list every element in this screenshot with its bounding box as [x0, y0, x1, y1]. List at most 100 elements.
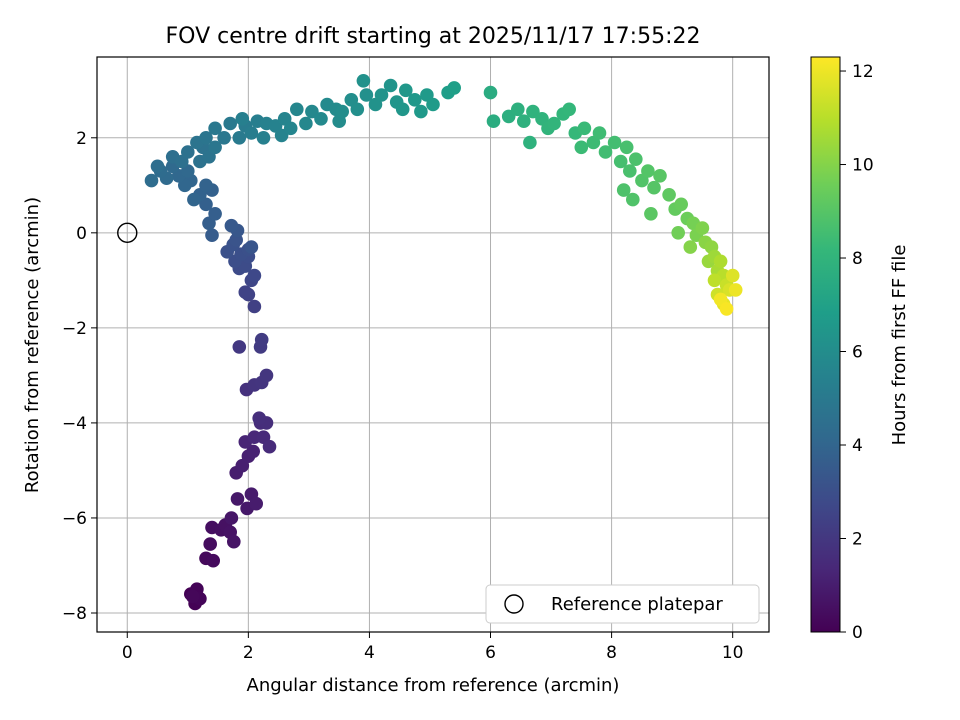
x-tick-label: 6: [485, 643, 496, 663]
data-point: [395, 102, 410, 117]
x-axis-label: Angular distance from reference (arcmin): [247, 675, 620, 696]
data-point: [671, 226, 685, 240]
data-point: [592, 126, 607, 140]
data-point: [224, 511, 239, 525]
data-point: [187, 192, 201, 207]
colorbar-tick-label: 4: [852, 436, 863, 456]
data-point: [674, 197, 688, 212]
x-tick-label: 0: [122, 643, 133, 663]
y-tick-label: −4: [62, 414, 87, 434]
data-points: [144, 74, 743, 611]
legend-label: Reference platepar: [551, 594, 723, 615]
data-point: [356, 74, 371, 88]
data-point: [205, 228, 219, 242]
data-point: [374, 88, 389, 102]
data-point: [647, 180, 661, 195]
data-point: [577, 121, 592, 136]
plot-area-frame: [96, 56, 770, 633]
reference-marker-layer: [117, 222, 138, 244]
data-point: [290, 102, 304, 117]
data-point: [613, 154, 628, 169]
data-point: [235, 112, 250, 126]
legend: Reference platepar: [485, 584, 760, 624]
data-point: [447, 81, 462, 95]
data-point: [227, 534, 241, 549]
data-point: [247, 268, 262, 283]
data-point: [247, 299, 262, 314]
data-point: [217, 131, 231, 145]
colorbar-tick-label: 10: [852, 156, 874, 176]
data-point: [246, 444, 260, 459]
data-point: [262, 439, 277, 454]
colorbar-tick-label: 2: [852, 530, 863, 550]
data-point: [232, 340, 247, 354]
data-point: [408, 93, 422, 107]
data-point: [150, 159, 165, 174]
y-tick-label: −2: [62, 319, 87, 339]
data-point: [181, 145, 195, 159]
x-tick-label: 8: [606, 643, 617, 663]
data-point: [683, 240, 698, 254]
data-point: [598, 145, 613, 159]
data-point: [662, 188, 676, 202]
data-point: [208, 121, 222, 136]
data-point: [547, 116, 561, 131]
data-point: [725, 268, 740, 283]
colorbar-tick-label: 8: [852, 249, 863, 269]
data-point: [623, 164, 637, 178]
data-point: [426, 97, 440, 112]
data-point: [483, 85, 498, 100]
y-tick-label: 2: [76, 129, 87, 149]
data-point: [653, 169, 667, 183]
data-point: [244, 126, 259, 140]
data-point: [259, 368, 274, 383]
reference-platepar-marker: [117, 222, 138, 244]
data-point: [644, 207, 658, 221]
data-point: [230, 492, 245, 506]
data-point: [399, 83, 413, 98]
data-point: [517, 114, 531, 128]
data-point: [511, 102, 525, 117]
colorbar-ticks: 0 2 4 6 8 10 12: [840, 62, 874, 643]
data-point: [350, 102, 365, 117]
y-tick-label: −8: [62, 604, 87, 624]
data-point: [252, 411, 266, 426]
data-point: [526, 104, 540, 119]
data-point: [206, 553, 220, 568]
data-point: [232, 131, 247, 145]
data-point: [486, 114, 501, 128]
x-tick-label: 10: [722, 643, 744, 663]
data-point: [299, 116, 313, 131]
data-point: [249, 496, 263, 511]
colorbar-label: Hours from first FF file: [889, 245, 910, 446]
data-point: [629, 152, 643, 166]
data-point: [254, 332, 269, 347]
data-point: [414, 104, 428, 119]
data-point: [224, 218, 239, 233]
data-point: [208, 140, 222, 155]
y-axis-ticks: −8 −6 −4 −2 0 2: [62, 129, 97, 624]
data-point: [562, 102, 576, 117]
data-point: [335, 104, 350, 119]
data-point: [641, 164, 655, 178]
y-tick-label: 0: [76, 224, 87, 244]
data-point: [728, 283, 743, 297]
colorbar-tick-label: 6: [852, 343, 863, 363]
data-point: [574, 140, 589, 155]
data-point: [244, 240, 259, 254]
data-point: [144, 173, 159, 188]
data-point: [199, 131, 213, 145]
data-point: [208, 207, 222, 221]
data-point: [607, 135, 622, 150]
legend-marker-icon: [504, 594, 524, 614]
data-point: [707, 273, 722, 288]
data-point: [719, 302, 734, 316]
data-point: [695, 221, 710, 235]
data-point: [283, 121, 298, 136]
data-point: [383, 78, 398, 93]
data-point: [185, 589, 200, 604]
y-tick-label: −6: [62, 509, 87, 529]
data-point: [626, 192, 640, 207]
data-point: [619, 140, 634, 155]
